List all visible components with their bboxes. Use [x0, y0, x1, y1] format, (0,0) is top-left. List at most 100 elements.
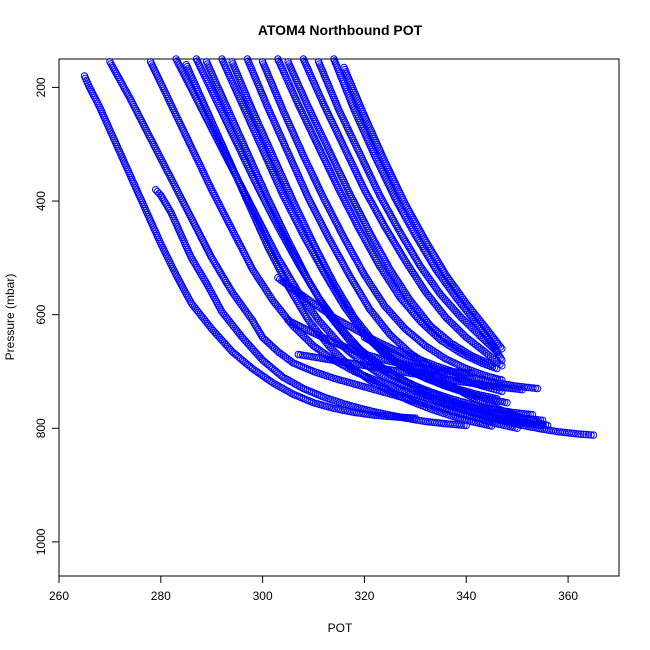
data-point — [316, 295, 324, 304]
data-point — [414, 223, 422, 231]
data-point — [440, 354, 448, 362]
data-point — [209, 256, 217, 264]
data-point — [363, 301, 371, 309]
data-point — [346, 273, 354, 281]
data-point — [384, 386, 392, 394]
data-point — [425, 344, 434, 353]
data-point — [331, 281, 339, 289]
data-point — [364, 303, 373, 311]
data-point — [403, 204, 411, 212]
data-point — [391, 194, 399, 202]
scatter-series-16 — [314, 58, 501, 356]
data-point — [223, 280, 232, 289]
data-point — [388, 215, 397, 223]
data-point — [547, 426, 555, 435]
data-point — [252, 271, 260, 279]
data-point — [343, 302, 352, 310]
data-point — [257, 279, 266, 287]
data-point — [441, 269, 449, 277]
data-point — [351, 280, 359, 289]
data-point — [436, 261, 444, 270]
scatter-series-18 — [340, 63, 506, 353]
data-point — [392, 288, 400, 296]
data-point — [299, 307, 307, 315]
data-point — [253, 324, 261, 332]
data-point — [291, 286, 299, 295]
data-point — [463, 369, 471, 377]
data-point — [251, 269, 259, 277]
data-point — [382, 272, 390, 280]
data-point — [308, 282, 316, 290]
data-point — [491, 382, 499, 391]
data-point — [251, 320, 259, 328]
data-point — [329, 283, 337, 291]
data-point — [325, 234, 333, 242]
data-point — [306, 297, 314, 305]
data-point — [338, 298, 346, 306]
data-point — [347, 247, 356, 256]
data-point — [494, 350, 503, 359]
data-point — [368, 282, 376, 291]
data-point — [295, 289, 303, 297]
data-point — [416, 227, 424, 235]
data-point — [191, 260, 199, 268]
data-point — [347, 308, 355, 316]
data-point — [361, 235, 369, 243]
data-point — [335, 253, 344, 262]
data-point — [423, 343, 432, 351]
data-point — [383, 226, 391, 235]
data-point — [364, 277, 372, 285]
data-point — [342, 300, 351, 308]
data-point — [405, 243, 413, 252]
data-point — [380, 221, 388, 229]
data-point — [572, 430, 580, 438]
data-point — [463, 349, 471, 357]
data-point — [289, 285, 297, 293]
data-point — [331, 287, 339, 295]
data-point — [264, 288, 272, 297]
data-point — [407, 247, 416, 255]
data-point — [300, 309, 308, 317]
data-point — [457, 345, 465, 353]
data-point — [467, 369, 476, 377]
x-tick-label: 280 — [151, 589, 171, 603]
data-point — [360, 372, 368, 380]
data-point — [248, 265, 257, 273]
data-point — [377, 296, 385, 304]
data-point — [386, 211, 395, 219]
data-point — [412, 416, 421, 424]
data-point — [377, 193, 385, 202]
data-point — [415, 260, 423, 269]
data-point — [412, 274, 421, 282]
data-point — [516, 385, 524, 394]
data-point — [349, 311, 357, 320]
data-point — [381, 270, 389, 278]
data-point — [166, 206, 174, 215]
data-point — [180, 200, 188, 208]
data-point — [358, 231, 367, 240]
data-point — [574, 430, 582, 438]
data-point — [107, 60, 115, 68]
data-point — [428, 248, 436, 256]
data-point — [335, 289, 344, 297]
data-point — [249, 318, 258, 326]
data-point — [332, 289, 340, 297]
data-point — [375, 341, 383, 349]
x-axis: 260 280 300 320 340 360 — [49, 575, 578, 603]
data-point — [261, 374, 270, 382]
data-point — [362, 189, 371, 198]
data-point — [335, 294, 344, 303]
data-point — [402, 258, 411, 267]
data-point — [362, 237, 370, 245]
data-point — [421, 237, 430, 245]
data-point — [401, 288, 409, 297]
data-point — [345, 244, 354, 252]
data-point — [217, 269, 225, 277]
chart-title: ATOM4 Northbound POT — [258, 22, 423, 38]
data-point — [529, 384, 537, 392]
data-point — [577, 430, 585, 438]
data-point — [367, 377, 376, 385]
data-point — [363, 275, 371, 283]
data-point — [396, 281, 404, 289]
x-tick-label: 320 — [354, 589, 374, 603]
